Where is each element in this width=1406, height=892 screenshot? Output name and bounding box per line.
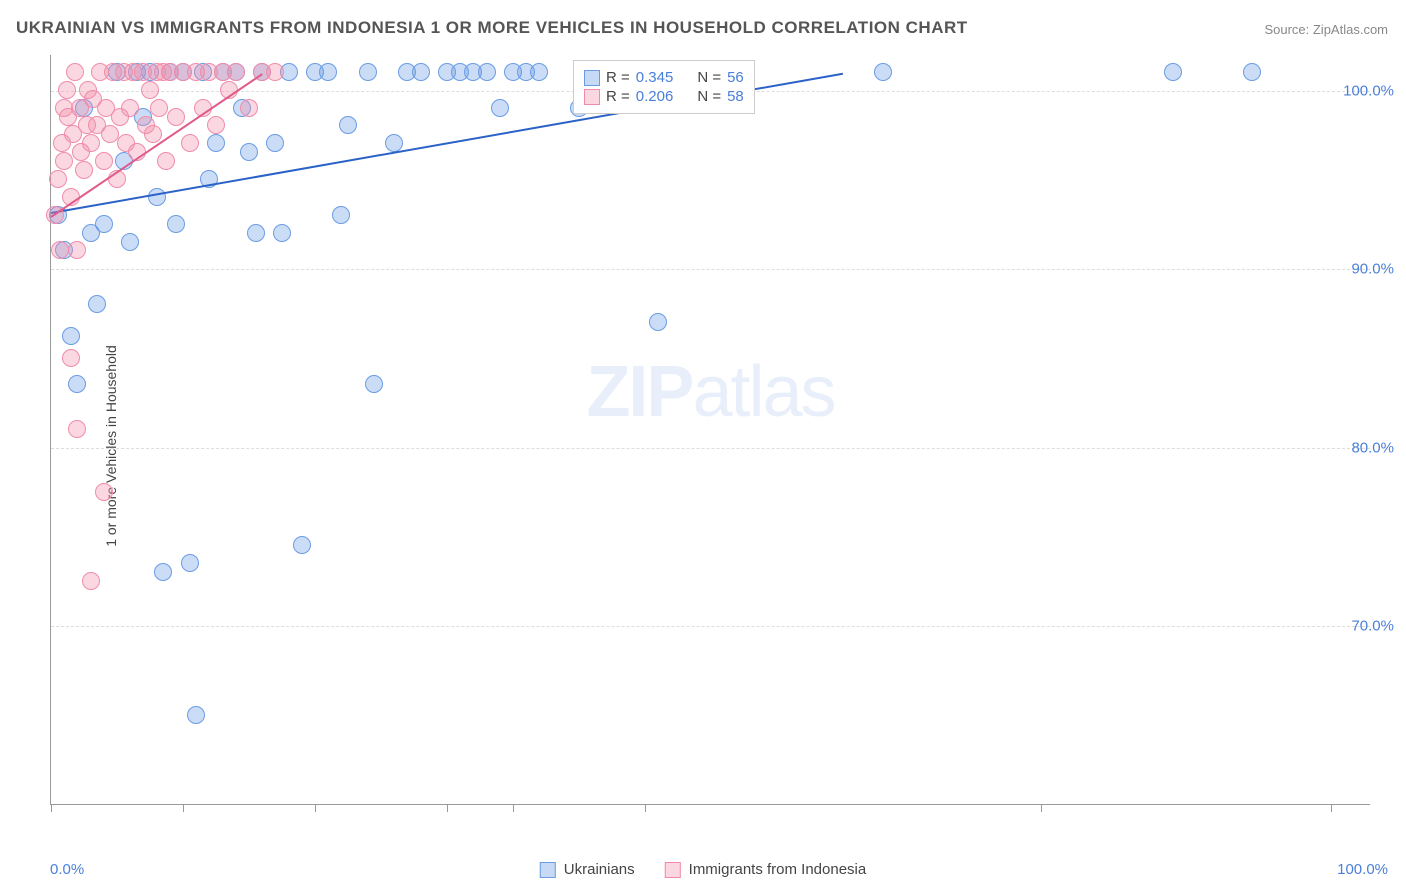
y-tick-label: 70.0% [1351,618,1394,635]
scatter-point [121,233,139,251]
scatter-point [66,63,84,81]
legend-row: R = 0.345 N = 56 [584,69,744,86]
legend-label: Ukrainians [564,861,635,878]
legend-swatch [665,862,681,878]
scatter-point [51,241,69,259]
x-tick [51,804,52,812]
r-label: R = [606,69,630,86]
scatter-point [332,206,350,224]
r-value: 0.345 [636,69,674,86]
scatter-point [157,152,175,170]
gridline-horizontal [51,626,1370,627]
scatter-point [95,152,113,170]
scatter-point [365,375,383,393]
chart-title: UKRAINIAN VS IMMIGRANTS FROM INDONESIA 1… [16,18,968,38]
scatter-point [82,572,100,590]
watermark: ZIPatlas [586,351,834,433]
scatter-point [95,215,113,233]
correlation-legend: R = 0.345 N = 56 R = 0.206 N = 58 [573,60,755,114]
scatter-point [187,706,205,724]
scatter-point [150,99,168,117]
x-tick [1041,804,1042,812]
scatter-point [167,215,185,233]
x-axis-min-label: 0.0% [50,861,84,878]
scatter-point [1243,63,1261,81]
scatter-point [266,134,284,152]
legend-label: Immigrants from Indonesia [689,861,867,878]
scatter-point [49,170,67,188]
scatter-point [874,63,892,81]
r-label: R = [606,88,630,105]
scatter-point [75,161,93,179]
scatter-point [227,63,245,81]
scatter-point [181,554,199,572]
scatter-point [144,125,162,143]
x-axis-max-label: 100.0% [1337,861,1388,878]
scatter-point [478,63,496,81]
scatter-point [359,63,377,81]
scatter-point [247,224,265,242]
scatter-point [167,108,185,126]
scatter-point [273,224,291,242]
series-legend: Ukrainians Immigrants from Indonesia [540,861,866,878]
scatter-point [68,420,86,438]
scatter-point [62,327,80,345]
r-value: 0.206 [636,88,674,105]
n-label: N = [697,88,721,105]
x-tick [645,804,646,812]
n-value: 58 [727,88,744,105]
scatter-point [141,81,159,99]
scatter-point [530,63,548,81]
x-tick [447,804,448,812]
scatter-point [240,99,258,117]
x-tick [1331,804,1332,812]
scatter-point [319,63,337,81]
scatter-point [649,313,667,331]
scatter-point [491,99,509,117]
gridline-horizontal [51,448,1370,449]
scatter-point [339,116,357,134]
scatter-point [266,63,284,81]
scatter-point [207,134,225,152]
legend-item: Immigrants from Indonesia [665,861,867,878]
scatter-point [154,563,172,581]
y-tick-label: 80.0% [1351,439,1394,456]
legend-swatch [540,862,556,878]
n-label: N = [697,69,721,86]
legend-row: R = 0.206 N = 58 [584,88,744,105]
scatter-point [148,188,166,206]
scatter-point [68,241,86,259]
x-tick [315,804,316,812]
scatter-point [62,349,80,367]
legend-swatch [584,70,600,86]
scatter-point [55,152,73,170]
scatter-point [293,536,311,554]
scatter-point [82,134,100,152]
scatter-point [95,483,113,501]
source-label: Source: ZipAtlas.com [1264,22,1388,37]
x-tick [513,804,514,812]
scatter-point [68,375,86,393]
scatter-point [181,134,199,152]
scatter-point [1164,63,1182,81]
scatter-point [58,81,76,99]
gridline-horizontal [51,269,1370,270]
chart-plot-area: ZIPatlas [50,55,1370,805]
y-tick-label: 100.0% [1343,82,1394,99]
scatter-point [240,143,258,161]
x-tick [183,804,184,812]
n-value: 56 [727,69,744,86]
legend-item: Ukrainians [540,861,635,878]
scatter-point [121,99,139,117]
scatter-point [207,116,225,134]
scatter-point [88,295,106,313]
scatter-point [412,63,430,81]
y-tick-label: 90.0% [1351,261,1394,278]
legend-swatch [584,89,600,105]
